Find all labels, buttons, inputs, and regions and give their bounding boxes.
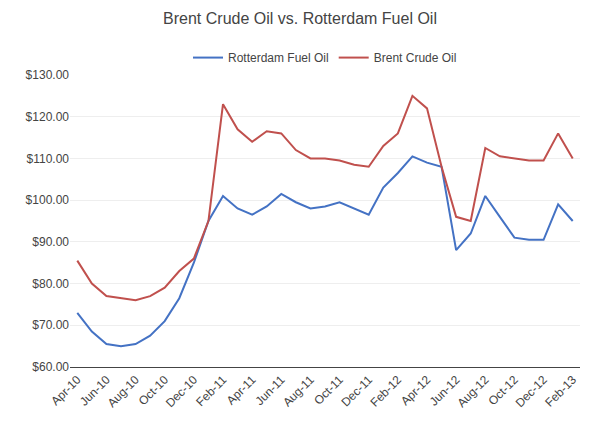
- svg-text:Apr-11: Apr-11: [224, 373, 259, 408]
- svg-text:Oct-10: Oct-10: [136, 373, 172, 409]
- svg-text:$60.00: $60.00: [32, 360, 69, 374]
- svg-text:Dec-12: Dec-12: [513, 373, 550, 410]
- svg-text:Aug-10: Aug-10: [105, 373, 142, 410]
- svg-text:Apr-12: Apr-12: [398, 373, 434, 409]
- svg-text:$90.00: $90.00: [32, 235, 69, 249]
- svg-text:$110.00: $110.00: [27, 152, 70, 166]
- svg-text:Dec-11: Dec-11: [338, 373, 375, 410]
- svg-text:Oct-11: Oct-11: [311, 373, 346, 408]
- svg-text:Aug-11: Aug-11: [280, 373, 317, 410]
- svg-text:$80.00: $80.00: [32, 277, 69, 291]
- svg-text:$70.00: $70.00: [32, 318, 69, 332]
- svg-text:Jun-10: Jun-10: [77, 373, 113, 409]
- svg-text:$120.00: $120.00: [26, 110, 70, 124]
- svg-text:Feb-12: Feb-12: [367, 373, 404, 410]
- svg-text:Brent Crude Oil: Brent Crude Oil: [374, 51, 457, 65]
- svg-text:Apr-10: Apr-10: [48, 373, 84, 409]
- svg-text:Aug-12: Aug-12: [454, 373, 491, 410]
- svg-text:Brent Crude Oil vs. Rotterdam: Brent Crude Oil vs. Rotterdam Fuel Oil: [163, 10, 437, 27]
- svg-text:$130.00: $130.00: [26, 68, 70, 82]
- svg-text:Feb-13: Feb-13: [542, 373, 579, 410]
- svg-text:Oct-12: Oct-12: [485, 373, 521, 409]
- svg-text:Jun-11: Jun-11: [252, 373, 287, 408]
- svg-text:$100.00: $100.00: [26, 193, 70, 207]
- svg-text:Rotterdam Fuel Oil: Rotterdam Fuel Oil: [228, 51, 329, 65]
- svg-text:Feb-11: Feb-11: [193, 373, 229, 409]
- svg-text:Dec-10: Dec-10: [163, 373, 200, 410]
- svg-text:Jun-12: Jun-12: [427, 373, 463, 409]
